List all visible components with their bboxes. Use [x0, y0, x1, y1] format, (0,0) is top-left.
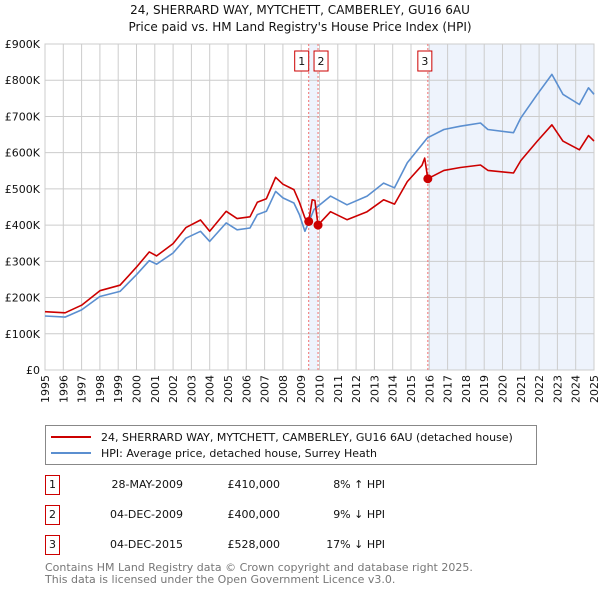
- sale-row: 1 28-MAY-2009 £410,000 8% ↑ HPI: [45, 475, 545, 495]
- x-tick-label: 2013: [368, 375, 381, 403]
- sale-point: [304, 216, 314, 226]
- x-tick-label: 2008: [277, 375, 290, 403]
- x-tick-label: 2017: [442, 375, 455, 403]
- x-tick-label: 2009: [295, 375, 308, 403]
- y-tick-label: £600K: [5, 147, 41, 160]
- sale-number-badge: 2: [45, 505, 60, 525]
- legend-label: 24, SHERRARD WAY, MYTCHETT, CAMBERLEY, G…: [101, 430, 513, 444]
- sale-date: 04-DEC-2009: [109, 508, 183, 521]
- x-tick-label: 1995: [39, 375, 52, 403]
- legend-item-hpi: HPI: Average price, detached house, Surr…: [46, 445, 377, 461]
- y-tick-label: £800K: [5, 74, 41, 87]
- footer: Contains HM Land Registry data © Crown c…: [45, 562, 473, 586]
- sale-point: [313, 220, 323, 230]
- x-tick-label: 2011: [332, 375, 345, 403]
- x-tick-label: 2019: [478, 375, 491, 403]
- x-tick-label: 2021: [515, 375, 528, 403]
- x-tick-label: 2024: [570, 375, 583, 403]
- y-tick-label: £300K: [5, 255, 41, 268]
- sale-row: 3 04-DEC-2015 £528,000 17% ↓ HPI: [45, 535, 545, 555]
- x-tick-label: 2025: [588, 375, 600, 403]
- x-tick-label: 2023: [551, 375, 564, 403]
- sale-row: 2 04-DEC-2009 £400,000 9% ↓ HPI: [45, 505, 545, 525]
- sale-number-badge: 3: [45, 535, 60, 555]
- sale-price: £410,000: [227, 478, 281, 491]
- footer-copyright: Contains HM Land Registry data © Crown c…: [45, 561, 473, 574]
- sale-date: 28-MAY-2009: [111, 478, 183, 491]
- x-tick-label: 1996: [57, 375, 70, 403]
- shaded-period: [308, 44, 319, 370]
- sale-hpi-diff: 17% ↓ HPI: [326, 538, 385, 551]
- x-tick-label: 2015: [405, 375, 418, 403]
- legend-item-property: 24, SHERRARD WAY, MYTCHETT, CAMBERLEY, G…: [46, 429, 513, 445]
- sale-label-box: [417, 50, 433, 72]
- sale-label-box: [294, 50, 310, 72]
- sale-label: 1: [298, 55, 305, 68]
- x-tick-label: 1999: [112, 375, 125, 403]
- x-tick-label: 2006: [240, 375, 253, 403]
- shaded-period: [427, 44, 594, 370]
- sale-label-box: [313, 50, 329, 72]
- plot-frame: [44, 43, 595, 371]
- x-tick-label: 2016: [423, 375, 436, 403]
- x-tick-label: 2005: [222, 375, 235, 403]
- x-tick-label: 2007: [259, 375, 272, 403]
- x-tick-label: 2004: [204, 375, 217, 403]
- hpi-line: [44, 73, 595, 318]
- x-tick-label: 2020: [497, 375, 510, 403]
- sale-hpi-diff: 8% ↑ HPI: [333, 478, 385, 491]
- y-tick-label: £500K: [5, 183, 41, 196]
- y-tick-label: £700K: [5, 110, 41, 123]
- chart-title: 24, SHERRARD WAY, MYTCHETT, CAMBERLEY, G…: [130, 3, 470, 17]
- price-chart: 24, SHERRARD WAY, MYTCHETT, CAMBERLEY, G…: [5, 3, 600, 403]
- sale-price: £528,000: [227, 538, 281, 551]
- x-tick-label: 2012: [350, 375, 363, 403]
- sale-hpi-diff: 9% ↓ HPI: [333, 508, 385, 521]
- sale-label: 3: [421, 55, 428, 68]
- sale-number-badge: 1: [45, 475, 60, 495]
- x-tick-label: 2001: [149, 375, 162, 403]
- y-tick-label: £100K: [5, 328, 41, 341]
- legend: 24, SHERRARD WAY, MYTCHETT, CAMBERLEY, G…: [45, 425, 537, 465]
- x-tick-label: 1997: [76, 375, 89, 403]
- sale-point: [423, 174, 433, 184]
- x-tick-label: 2010: [314, 375, 327, 403]
- property-price-line: [44, 124, 595, 314]
- x-tick-label: 1998: [94, 375, 107, 403]
- x-tick-label: 2000: [131, 375, 144, 403]
- x-tick-label: 2002: [167, 375, 180, 403]
- legend-label: HPI: Average price, detached house, Surr…: [101, 446, 378, 460]
- x-tick-label: 2003: [185, 375, 198, 403]
- x-tick-label: 2014: [387, 375, 400, 403]
- x-tick-label: 2018: [460, 375, 473, 403]
- legend-swatch-blue: [51, 452, 91, 454]
- y-tick-label: £900K: [5, 38, 41, 51]
- y-tick-label: £0: [26, 364, 40, 377]
- sale-date: 04-DEC-2015: [109, 538, 183, 551]
- legend-swatch-red: [51, 436, 91, 438]
- x-tick-label: 2022: [533, 375, 546, 403]
- y-tick-label: £400K: [5, 219, 41, 232]
- footer-licence: This data is licensed under the Open Gov…: [45, 573, 396, 586]
- chart-subtitle: Price paid vs. HM Land Registry's House …: [128, 20, 471, 34]
- sale-label: 2: [318, 55, 325, 68]
- y-tick-label: £200K: [5, 292, 41, 305]
- sale-price: £400,000: [227, 508, 281, 521]
